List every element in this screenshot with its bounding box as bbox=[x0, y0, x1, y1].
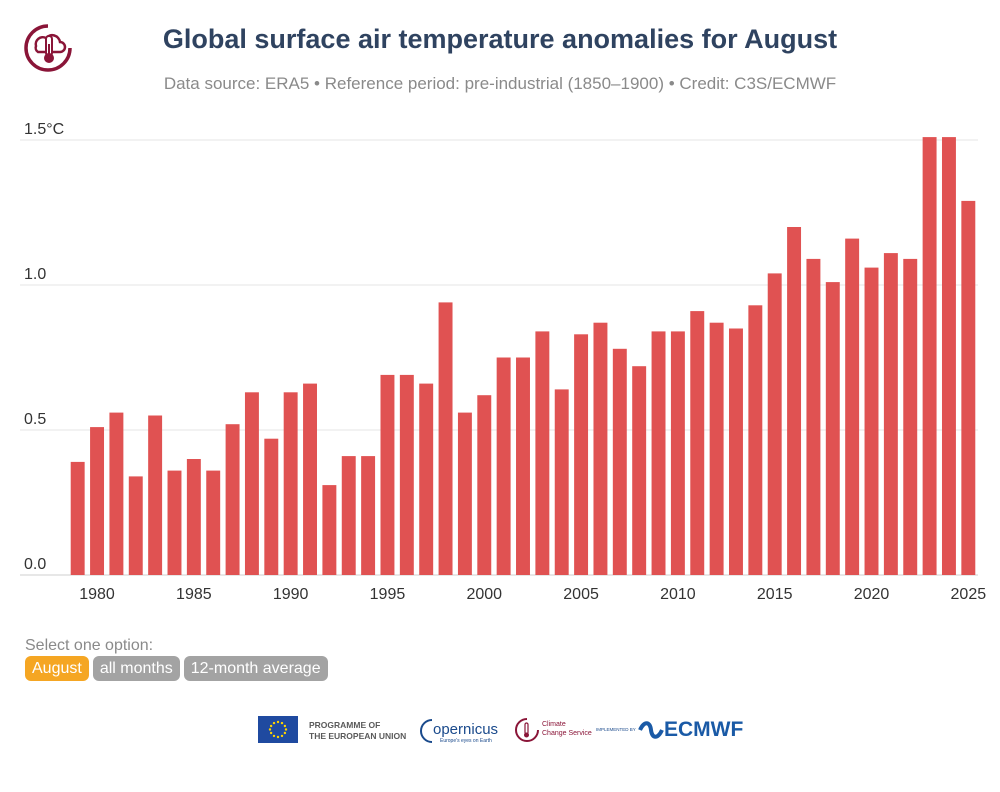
bar-1991[interactable] bbox=[303, 383, 317, 575]
bar-1990[interactable] bbox=[283, 392, 298, 575]
bar-1986[interactable] bbox=[206, 470, 221, 575]
x-tick-label: 2020 bbox=[854, 586, 890, 603]
copernicus-tagline: Europe's eyes on Earth bbox=[440, 738, 492, 744]
bar-1995[interactable] bbox=[380, 374, 395, 575]
bar-chart: 0.0 0.5 1.0 1.5°C 1980 1985 1990 1995 2000 2005 20… bbox=[20, 121, 987, 603]
bar-1984[interactable] bbox=[167, 470, 182, 575]
select-option-label: Select one option: bbox=[25, 637, 154, 654]
ecmwf-logo-icon bbox=[638, 721, 664, 739]
x-tick-label: 2005 bbox=[563, 586, 599, 603]
bar-2007[interactable] bbox=[612, 348, 627, 575]
bar-2006[interactable] bbox=[593, 322, 608, 575]
bar-2023[interactable] bbox=[922, 137, 937, 575]
c3s-thermometer-logo-icon bbox=[24, 24, 72, 72]
x-tick-label: 1980 bbox=[79, 586, 115, 603]
bar-2025[interactable] bbox=[961, 200, 976, 575]
bar-2021[interactable] bbox=[883, 253, 898, 575]
bar-2009[interactable] bbox=[651, 331, 666, 575]
bar-2010[interactable] bbox=[670, 331, 685, 575]
bar-1999[interactable] bbox=[457, 412, 472, 575]
bar-1997[interactable] bbox=[419, 383, 434, 575]
y-tick-label: 0.0 bbox=[24, 556, 46, 573]
x-tick-label: 2000 bbox=[466, 586, 502, 603]
bar-1982[interactable] bbox=[128, 476, 143, 575]
option-all-months-button[interactable]: all months bbox=[92, 656, 180, 681]
bar-1987[interactable] bbox=[225, 424, 240, 575]
x-tick-label: 2025 bbox=[951, 586, 987, 603]
implemented-by-text: IMPLEMENTED BY bbox=[596, 727, 636, 732]
bar-1989[interactable] bbox=[264, 438, 279, 575]
y-tick-label: 1.0 bbox=[24, 266, 46, 283]
bar-2003[interactable] bbox=[535, 331, 550, 575]
bar-2002[interactable] bbox=[516, 357, 530, 576]
bar-2018[interactable] bbox=[825, 282, 840, 575]
x-tick-label: 2015 bbox=[757, 586, 793, 603]
bar-2012[interactable] bbox=[709, 322, 724, 575]
bar-1993[interactable] bbox=[341, 456, 356, 575]
bar-1988[interactable] bbox=[244, 392, 259, 575]
x-tick-label: 1995 bbox=[370, 586, 406, 603]
bar-2004[interactable] bbox=[554, 389, 569, 575]
bar-2020[interactable] bbox=[864, 267, 879, 575]
bar-1983[interactable] bbox=[148, 415, 163, 576]
bar-2024[interactable] bbox=[941, 137, 956, 575]
bar-2000[interactable] bbox=[477, 395, 492, 575]
bar-1979[interactable] bbox=[70, 461, 85, 575]
y-tick-label: 0.5 bbox=[24, 411, 46, 428]
option-august-button[interactable]: August bbox=[25, 656, 89, 681]
bar-1998[interactable] bbox=[438, 302, 453, 575]
option-selector: August all months 12-month average bbox=[25, 656, 328, 681]
bar-2001[interactable] bbox=[496, 357, 511, 576]
ecmwf-logo-text: ECMWF bbox=[664, 718, 744, 741]
bar-2022[interactable] bbox=[903, 258, 918, 575]
eu-flag-icon bbox=[258, 716, 298, 743]
x-tick-label: 1990 bbox=[273, 586, 309, 603]
c3s-logo-icon bbox=[515, 718, 539, 742]
x-tick-label: 1985 bbox=[176, 586, 212, 603]
bar-2013[interactable] bbox=[729, 328, 743, 576]
bar-2016[interactable] bbox=[787, 227, 802, 575]
chart-subtitle: Data source: ERA5 • Reference period: pr… bbox=[163, 74, 837, 93]
eu-programme-text: PROGRAMME OF THE EUROPEAN UNION bbox=[309, 720, 407, 741]
bar-1980[interactable] bbox=[90, 427, 105, 575]
bar-2008[interactable] bbox=[632, 366, 647, 575]
y-tick-label: 1.5°C bbox=[24, 121, 64, 138]
bar-1985[interactable] bbox=[186, 459, 201, 575]
bar-1981[interactable] bbox=[109, 412, 124, 575]
partner-logos: PROGRAMME OF THE EUROPEAN UNION opernicu… bbox=[0, 712, 1000, 748]
bar-2014[interactable] bbox=[748, 305, 763, 575]
bar-2011[interactable] bbox=[690, 311, 705, 575]
x-tick-label: 2010 bbox=[660, 586, 696, 603]
bar-1994[interactable] bbox=[361, 456, 376, 575]
copernicus-logo-text: opernicus bbox=[433, 721, 499, 738]
c3s-text: Climate Change Service bbox=[542, 721, 592, 737]
bar-2017[interactable] bbox=[806, 258, 821, 575]
bar-2005[interactable] bbox=[574, 334, 589, 575]
bar-1996[interactable] bbox=[399, 374, 414, 575]
copernicus-logo-icon bbox=[420, 719, 433, 743]
bar-1992[interactable] bbox=[322, 485, 337, 575]
chart-title: Global surface air temperature anomalies… bbox=[162, 24, 838, 54]
option-12-month-average-button[interactable]: 12-month average bbox=[183, 656, 328, 681]
bar-2019[interactable] bbox=[845, 238, 860, 575]
bar-2015[interactable] bbox=[767, 273, 782, 575]
